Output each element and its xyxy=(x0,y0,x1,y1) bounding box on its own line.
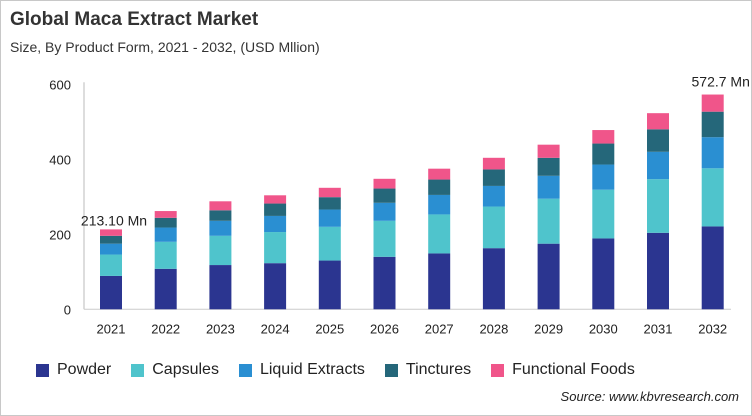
chart-title: Global Maca Extract Market xyxy=(10,9,259,30)
bar-segment-capsules xyxy=(482,206,505,249)
bar-segment-powder xyxy=(209,265,232,310)
legend-item-powder: Powder xyxy=(36,361,111,379)
x-tick-label: 2030 xyxy=(589,321,618,336)
bar-segment-tinctures xyxy=(537,157,560,176)
bar-segment-liquid-extracts xyxy=(592,164,615,190)
bar-segment-capsules xyxy=(154,241,177,269)
x-tick-label: 2032 xyxy=(698,321,727,336)
bar-segment-tinctures xyxy=(318,197,341,210)
bar-segment-liquid-extracts xyxy=(482,185,505,207)
bar-segment-liquid-extracts xyxy=(154,227,177,242)
bar-segment-capsules xyxy=(537,198,560,244)
bar-segment-capsules xyxy=(318,226,341,261)
x-tick-label: 2031 xyxy=(644,321,673,336)
bar-segment-tinctures xyxy=(373,188,396,203)
x-tick-label: 2022 xyxy=(151,321,180,336)
bar-segment-functional-foods xyxy=(701,94,724,112)
bar-segment-tinctures xyxy=(209,210,232,221)
bar-segment-functional-foods xyxy=(264,195,287,204)
x-tick-label: 2029 xyxy=(534,321,563,336)
bar-segment-liquid-extracts xyxy=(537,175,560,199)
bar-segment-capsules xyxy=(428,214,451,254)
legend-swatch xyxy=(491,363,505,377)
bar-segment-powder xyxy=(592,238,615,310)
bar-segment-functional-foods xyxy=(209,201,232,211)
x-tick-label: 2028 xyxy=(479,321,508,336)
y-tick-label: 600 xyxy=(49,77,71,92)
y-tick-label: 400 xyxy=(49,152,71,167)
x-tick-label: 2026 xyxy=(370,321,399,336)
bar-segment-powder xyxy=(154,268,177,310)
bar-segment-capsules xyxy=(209,235,232,266)
legend-item-functional-foods: Functional Foods xyxy=(491,361,635,379)
bar-segment-capsules xyxy=(373,220,396,257)
bar-segment-functional-foods xyxy=(154,211,177,218)
bar-segment-tinctures xyxy=(428,179,451,195)
bar-segment-tinctures xyxy=(701,111,724,138)
x-tick-label: 2025 xyxy=(315,321,344,336)
bar-segment-liquid-extracts xyxy=(209,220,232,236)
data-label-total: 572.7 Mn xyxy=(692,74,750,90)
bar-segment-liquid-extracts xyxy=(428,194,451,215)
y-tick-label: 200 xyxy=(49,227,71,242)
legend-swatch xyxy=(131,363,145,377)
bar-segment-powder xyxy=(264,263,287,310)
bar-segment-functional-foods xyxy=(592,130,615,144)
chart-subtitle: Size, By Product Form, 2021 - 2032, (USD… xyxy=(10,39,320,55)
bar-segment-tinctures xyxy=(482,169,505,186)
legend-swatch xyxy=(238,363,252,377)
legend-label: Powder xyxy=(57,361,112,378)
bar-segment-functional-foods xyxy=(537,144,560,158)
bar-segment-liquid-extracts xyxy=(100,243,122,255)
bar-segment-powder xyxy=(701,226,724,310)
x-tick-label: 2024 xyxy=(261,321,290,336)
bar-segment-functional-foods xyxy=(647,113,669,130)
legend-label: Functional Foods xyxy=(512,361,635,378)
bar-segment-powder xyxy=(318,260,341,310)
legend-label: Liquid Extracts xyxy=(259,361,365,378)
legend-swatch xyxy=(384,363,398,377)
bar-segment-powder xyxy=(482,248,505,310)
x-tick-label: 2023 xyxy=(206,321,235,336)
bar-segment-liquid-extracts xyxy=(701,137,724,169)
bar-segment-functional-foods xyxy=(318,187,341,198)
bar-segment-capsules xyxy=(701,168,724,227)
legend-swatch xyxy=(36,363,49,377)
bar-segment-powder xyxy=(537,243,560,310)
bar-segment-powder xyxy=(428,253,451,310)
bar-segment-functional-foods xyxy=(373,178,396,189)
bar-segment-tinctures xyxy=(647,129,669,152)
bar-segment-liquid-extracts xyxy=(318,209,341,227)
legend-item-capsules: Capsules xyxy=(131,361,219,379)
bar-segment-liquid-extracts xyxy=(264,215,287,233)
legend: Powder Capsules Liquid Extracts Tincture… xyxy=(36,361,655,379)
bar-segment-powder xyxy=(100,275,122,310)
bar-segment-functional-foods xyxy=(428,168,451,180)
bar-segment-tinctures xyxy=(154,217,177,228)
bar-segment-tinctures xyxy=(264,203,287,216)
bar-segment-capsules xyxy=(647,179,669,233)
bar-segment-tinctures xyxy=(592,143,615,165)
source-note: Source: www.kbvresearch.com xyxy=(560,389,739,404)
bar-segment-capsules xyxy=(100,254,122,276)
x-tick-label: 2027 xyxy=(425,321,454,336)
x-tick-label: 2021 xyxy=(97,321,126,336)
bar-segment-capsules xyxy=(264,232,287,264)
bar-segment-powder xyxy=(373,256,396,310)
bar-segment-functional-foods xyxy=(100,229,122,236)
bar-segment-capsules xyxy=(592,189,615,239)
legend-label: Capsules xyxy=(152,361,219,378)
legend-label: Tinctures xyxy=(405,361,472,378)
data-label-total: 213.10 Mn xyxy=(81,212,147,228)
legend-item-liquid-extracts: Liquid Extracts xyxy=(238,361,365,379)
bar-segment-powder xyxy=(647,232,669,310)
legend-item-tinctures: Tinctures xyxy=(384,361,472,379)
bar-segment-tinctures xyxy=(100,235,122,244)
bar-segment-functional-foods xyxy=(482,157,505,170)
bar-segment-liquid-extracts xyxy=(373,202,396,221)
y-tick-label: 0 xyxy=(64,302,71,317)
bar-segment-liquid-extracts xyxy=(647,151,669,180)
